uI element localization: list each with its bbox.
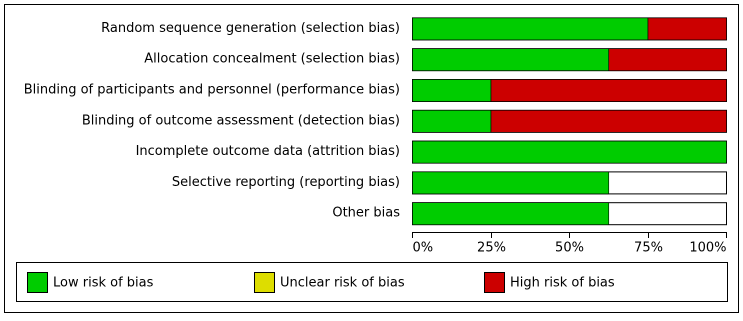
legend-box [16, 262, 728, 302]
bar-segment [412, 202, 610, 225]
bar-segment [490, 110, 727, 133]
bar-segment [412, 79, 492, 102]
bar-segment [412, 140, 727, 164]
category-label: Other bias [332, 206, 400, 221]
bar-segment [490, 79, 727, 102]
category-label: Selective reporting (reporting bias) [172, 175, 400, 190]
legend-label: High risk of bias [510, 276, 615, 291]
category-label: Allocation concealment (selection bias) [144, 52, 400, 67]
bar-segment [608, 48, 727, 72]
legend-label: Unclear risk of bias [280, 276, 405, 291]
x-tick-label: 0% [413, 241, 434, 256]
bar-segment [412, 110, 492, 133]
legend-swatch [484, 272, 505, 293]
category-label: Blinding of participants and personnel (… [24, 83, 400, 98]
bar-segment [647, 17, 727, 41]
bar-segment [412, 48, 610, 72]
bar-segment [412, 17, 649, 41]
x-tick-label: 100% [689, 241, 726, 256]
category-label: Incomplete outcome data (attrition bias) [136, 144, 400, 159]
legend-swatch [254, 272, 275, 293]
legend-label: Low risk of bias [53, 276, 154, 291]
category-label: Blinding of outcome assessment (detectio… [82, 113, 400, 128]
bar-segment [412, 171, 610, 195]
category-label: Random sequence generation (selection bi… [101, 21, 400, 36]
x-tick-label: 25% [477, 241, 506, 256]
legend-swatch [27, 272, 48, 293]
x-tick-label: 50% [555, 241, 584, 256]
x-tick-label: 75% [634, 241, 663, 256]
